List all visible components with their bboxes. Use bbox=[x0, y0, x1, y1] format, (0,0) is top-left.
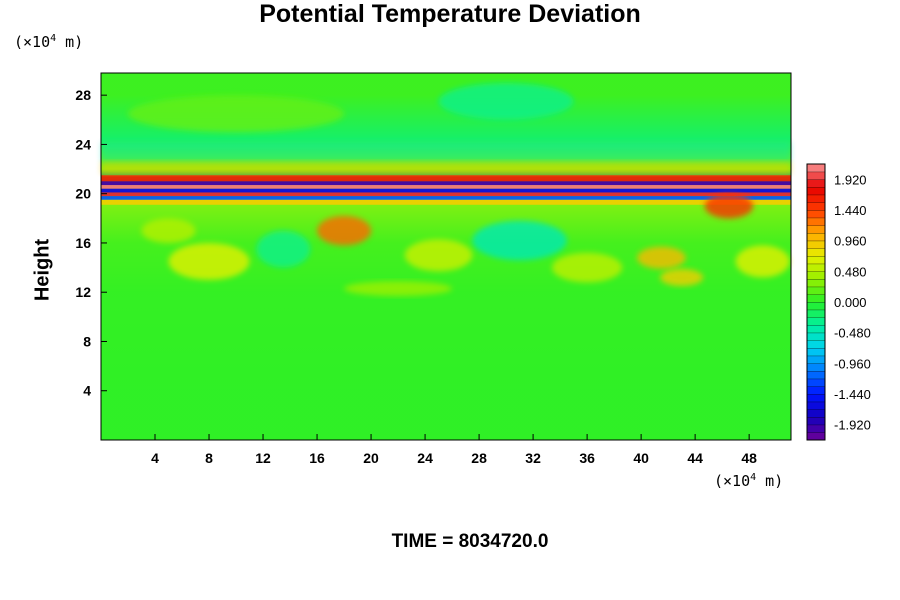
heatmap-blob bbox=[168, 242, 250, 280]
colorbar-swatch bbox=[806, 416, 826, 426]
colorbar-swatch bbox=[806, 271, 826, 280]
colorbar-swatch bbox=[806, 186, 826, 196]
y-tick-label: 16 bbox=[75, 235, 91, 251]
colorbar-tick-label: -1.920 bbox=[834, 418, 871, 433]
colorbar-swatch bbox=[806, 363, 826, 372]
colorbar-tick-label: 0.960 bbox=[834, 234, 867, 249]
colorbar-swatch bbox=[806, 424, 826, 433]
heatmap-band bbox=[101, 181, 791, 186]
heatmap-plot-area bbox=[100, 72, 792, 441]
x-tick-label: 32 bbox=[525, 450, 541, 466]
colorbar-swatch bbox=[806, 194, 826, 203]
colorbar-swatch bbox=[806, 217, 826, 226]
colorbar-swatch bbox=[806, 332, 826, 341]
time-label: TIME = 8034720.0 bbox=[391, 531, 549, 552]
chart-title: Potential Temperature Deviation bbox=[259, 0, 641, 28]
heatmap-blob bbox=[317, 215, 372, 246]
heatmap-blob bbox=[704, 193, 754, 219]
colorbar-swatch bbox=[806, 209, 826, 219]
colorbar-swatch bbox=[806, 263, 826, 272]
colorbar-swatch bbox=[806, 340, 826, 349]
colorbar-swatch bbox=[806, 324, 826, 334]
x-tick-label: 28 bbox=[471, 450, 487, 466]
heatmap-blob bbox=[256, 230, 311, 268]
colorbar-swatch bbox=[806, 225, 826, 234]
colorbar-swatch bbox=[806, 378, 826, 387]
heatmap-blob bbox=[344, 281, 453, 296]
heatmap-band bbox=[101, 196, 791, 200]
x-tick-label: 16 bbox=[309, 450, 325, 466]
y-unit-label: (×104 m) bbox=[14, 33, 84, 51]
y-tick-label: 4 bbox=[83, 383, 91, 399]
colorbar-swatch bbox=[806, 286, 826, 295]
colorbar-swatch bbox=[806, 202, 826, 211]
heatmap-band bbox=[101, 188, 791, 193]
heatmap-blob bbox=[141, 218, 196, 243]
colorbar-swatch bbox=[806, 309, 826, 318]
colorbar-tick-label: -0.480 bbox=[834, 326, 871, 341]
colorbar-swatch bbox=[806, 409, 826, 418]
x-tick-label: 20 bbox=[363, 450, 379, 466]
heatmap-blob bbox=[438, 82, 574, 120]
x-tick-label: 8 bbox=[205, 450, 213, 466]
x-tick-label: 40 bbox=[633, 450, 649, 466]
x-unit-label: (×104 m) bbox=[714, 472, 784, 490]
y-axis: 4 8 12 16 20 24 28 bbox=[75, 87, 107, 399]
y-tick-label: 24 bbox=[75, 136, 91, 152]
heatmap-blob bbox=[472, 220, 567, 261]
colorbar-swatch bbox=[806, 232, 826, 242]
heatmap-band bbox=[101, 192, 791, 197]
colorbar-swatch bbox=[806, 255, 826, 265]
heatmap-blob bbox=[404, 239, 473, 272]
plot-frame bbox=[100, 72, 792, 441]
colorbar-swatch bbox=[806, 294, 826, 303]
x-tick-label: 36 bbox=[579, 450, 595, 466]
y-tick-label: 8 bbox=[83, 333, 91, 349]
heatmap-band bbox=[101, 175, 791, 182]
colorbar-frame bbox=[806, 163, 826, 441]
x-tick-label: 48 bbox=[741, 450, 757, 466]
colorbar-tick-label: 1.440 bbox=[834, 203, 867, 218]
x-tick-label: 12 bbox=[255, 450, 271, 466]
heatmap-blob bbox=[735, 245, 790, 278]
colorbar-swatch bbox=[806, 179, 826, 188]
heatmap-blob bbox=[128, 95, 345, 133]
colorbar-swatch bbox=[806, 248, 826, 257]
colorbar-swatch bbox=[806, 301, 826, 311]
colorbar-swatch bbox=[806, 347, 826, 357]
heatmap-blob bbox=[637, 246, 686, 269]
colorbar-swatch bbox=[806, 370, 826, 380]
colorbar-tick-label: -1.440 bbox=[834, 387, 871, 402]
colorbar-swatch bbox=[806, 171, 826, 180]
colorbar-swatch bbox=[806, 278, 826, 288]
heatmap-blob bbox=[551, 252, 623, 283]
colorbar-swatch bbox=[806, 317, 826, 326]
colorbar-tick-label: 0.480 bbox=[834, 264, 867, 279]
y-tick-label: 12 bbox=[75, 284, 91, 300]
x-tick-label: 44 bbox=[687, 450, 703, 466]
x-tick-label: 24 bbox=[417, 450, 433, 466]
colorbar-swatch bbox=[806, 163, 826, 173]
x-axis: 4 8 12 16 20 24 28 32 36 40 44 48 bbox=[151, 434, 757, 466]
colorbar-swatch bbox=[806, 355, 826, 364]
y-tick-label: 28 bbox=[75, 87, 91, 103]
colorbar-swatch bbox=[806, 386, 826, 395]
x-tick-label: 4 bbox=[151, 450, 159, 466]
colorbar-swatch bbox=[806, 240, 826, 249]
y-tick-label: 20 bbox=[75, 186, 91, 202]
heatmap-band bbox=[101, 185, 791, 189]
colorbar-tick-label: 0.000 bbox=[834, 295, 867, 310]
colorbar-swatch bbox=[806, 393, 826, 403]
heatmap-upper-warm bbox=[101, 161, 791, 174]
heatmap-blob bbox=[660, 268, 704, 287]
heatmap-band bbox=[101, 199, 791, 205]
colorbar: 1.920 1.440 0.960 0.480 0.000 -0.480 -0.960 -1.… bbox=[806, 163, 871, 441]
heatmap-upper-layer bbox=[101, 141, 791, 162]
colorbar-tick-label: -0.960 bbox=[834, 356, 871, 371]
colorbar-tick-label: 1.920 bbox=[834, 172, 867, 187]
colorbar-swatch bbox=[806, 401, 826, 410]
colorbar-swatch bbox=[806, 432, 826, 441]
